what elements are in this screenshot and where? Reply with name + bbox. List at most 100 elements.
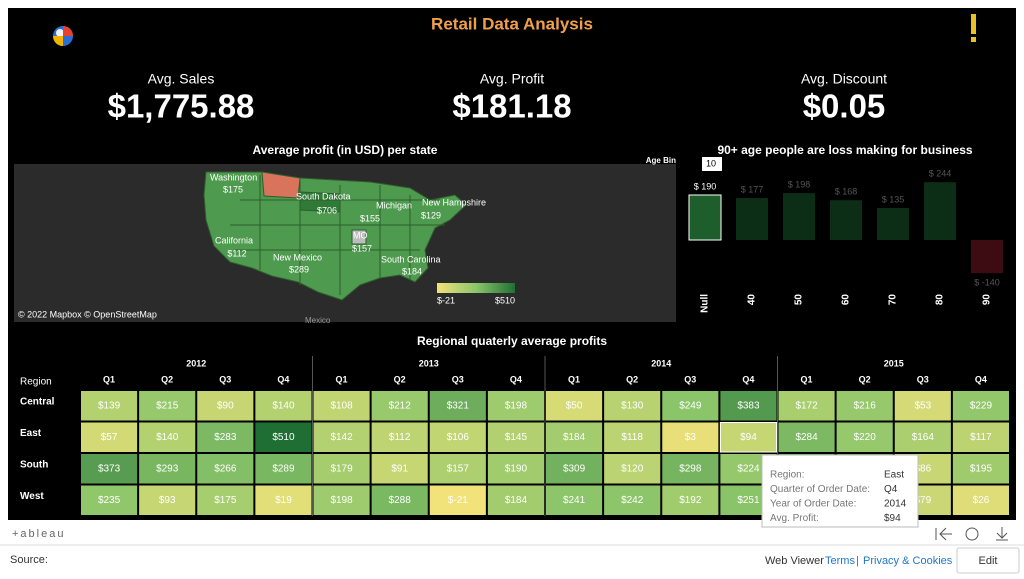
map-label: Michigan [376, 200, 412, 210]
revert-icon[interactable] [935, 527, 952, 541]
heatmap-cell[interactable] [604, 391, 661, 421]
heatmap-cell[interactable] [546, 485, 603, 516]
legend-max: $510 [495, 295, 515, 305]
cell-value: $224 [737, 463, 760, 474]
heatmap-cell[interactable] [81, 422, 138, 453]
heatmap-cell[interactable] [429, 422, 486, 453]
heatmap-cell[interactable] [952, 485, 1009, 516]
heatmap-cell[interactable] [81, 391, 138, 421]
category-label: 40 [747, 294, 758, 306]
cell-value: $120 [621, 463, 644, 474]
logo-part [53, 36, 63, 46]
heatmap-cell[interactable] [255, 485, 312, 516]
heatmap-cell[interactable] [139, 391, 196, 421]
heatmap-cell[interactable] [778, 391, 835, 421]
heatmap-cell[interactable] [662, 391, 719, 421]
tooltip-key: Region: [770, 470, 804, 481]
heatmap-cell[interactable] [139, 485, 196, 516]
bar[interactable] [830, 200, 862, 240]
heatmap-cell[interactable] [197, 422, 254, 453]
cell-value: $212 [389, 400, 412, 411]
heatmap-cell[interactable] [604, 422, 661, 453]
value-label: $ 135 [882, 194, 905, 204]
heatmap-cell[interactable] [371, 391, 428, 421]
heatmap-cell[interactable] [894, 422, 951, 453]
logo-inner [56, 29, 64, 37]
filter-input[interactable] [702, 157, 722, 171]
cell-value: $184 [563, 432, 586, 443]
bar[interactable] [688, 194, 722, 241]
download-icon[interactable] [996, 527, 1008, 541]
heatmap-cell[interactable] [429, 454, 486, 484]
heatmap-cell[interactable] [139, 454, 196, 484]
heatmap-cell[interactable] [487, 422, 544, 453]
bar[interactable] [736, 198, 768, 240]
heatmap-cell[interactable] [197, 485, 254, 516]
quarter-header: Q1 [801, 374, 813, 384]
category-label: 70 [888, 294, 899, 306]
map-label: California [215, 235, 253, 245]
alert-icon-dot [971, 37, 976, 42]
cell-value: $309 [563, 463, 586, 474]
heatmap-cell[interactable] [197, 391, 254, 421]
heatmap-cell[interactable] [720, 391, 777, 421]
cell-value: $140 [156, 432, 179, 443]
heatmap-cell[interactable] [894, 391, 951, 421]
heatmap-cell[interactable] [313, 422, 370, 453]
heatmap-cell[interactable] [313, 485, 370, 516]
heatmap-cell[interactable] [836, 422, 893, 453]
heatmap-cell[interactable] [952, 422, 1009, 453]
dashboard-title: Retail Data Analysis [431, 14, 593, 33]
heatmap-cell[interactable] [371, 454, 428, 484]
bar[interactable] [924, 182, 956, 240]
share-icon[interactable] [965, 527, 979, 541]
heatmap-cell[interactable] [313, 391, 370, 421]
heatmap-cell[interactable] [546, 454, 603, 484]
heatmap-cell[interactable] [487, 454, 544, 484]
heatmap-cell[interactable] [546, 391, 603, 421]
cell-value: $266 [214, 463, 237, 474]
heatmap-cell[interactable] [81, 454, 138, 484]
edit-button[interactable] [956, 547, 1020, 574]
alert-icon[interactable] [971, 14, 976, 34]
heatmap-cell[interactable] [255, 454, 312, 484]
heatmap-cell[interactable] [952, 391, 1009, 421]
heatmap-cell[interactable] [604, 485, 661, 516]
heatmap-cell[interactable] [81, 485, 138, 516]
heatmap-cell[interactable] [255, 422, 312, 453]
map-label: South Carolina [381, 254, 441, 264]
heatmap-cell[interactable] [139, 422, 196, 453]
heatmap-cell[interactable] [371, 422, 428, 453]
edit-label: Edit [979, 555, 998, 567]
heatmap-cell[interactable] [604, 454, 661, 484]
year-header: 2015 [884, 358, 904, 368]
map-label: South Dakota [296, 191, 351, 201]
bar[interactable] [877, 208, 909, 240]
heatmap-cell[interactable] [836, 391, 893, 421]
heatmap-cell[interactable] [719, 422, 777, 453]
heatmap-cell[interactable] [313, 454, 370, 484]
cell-value: $108 [330, 400, 353, 411]
heatmap-cell[interactable] [662, 422, 719, 453]
heatmap-cell[interactable] [197, 454, 254, 484]
bar[interactable] [971, 240, 1003, 274]
heatmap-cell[interactable] [429, 391, 486, 421]
bar[interactable] [783, 193, 815, 240]
privacy-link[interactable]: Privacy & Cookies [863, 555, 953, 567]
heatmap-cell[interactable] [255, 391, 312, 421]
heatmap-cell[interactable] [429, 485, 486, 516]
heatmap-cell[interactable] [778, 422, 835, 453]
heatmap-cell[interactable] [546, 422, 603, 453]
terms-link[interactable]: Terms [825, 555, 855, 567]
quarter-header: Q2 [626, 374, 638, 384]
heatmap-cell[interactable] [952, 454, 1009, 484]
kpi-value: $181.18 [452, 88, 571, 125]
heatmap-cell[interactable] [487, 391, 544, 421]
quarter-header: Q1 [103, 374, 115, 384]
heatmap-cell[interactable] [662, 454, 719, 484]
heatmap-cell[interactable] [662, 485, 719, 516]
heatmap-cell[interactable] [487, 485, 544, 516]
heatmap-cell[interactable] [371, 485, 428, 516]
kpi-value: $1,775.88 [108, 88, 255, 125]
row-header: Region [20, 377, 52, 388]
